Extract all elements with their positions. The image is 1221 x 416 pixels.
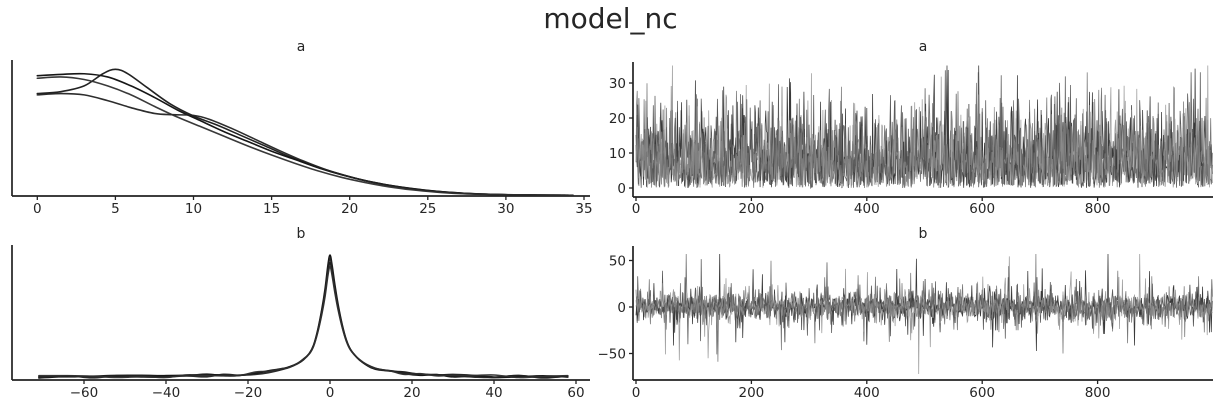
svg-text:30: 30 <box>497 201 514 217</box>
svg-text:600: 600 <box>969 385 995 401</box>
svg-text:800: 800 <box>1085 201 1111 217</box>
kde-a-axes: 0 5 10 15 20 25 30 35 <box>11 60 593 217</box>
svg-text:200: 200 <box>739 385 765 401</box>
svg-text:600: 600 <box>969 201 995 217</box>
svg-text:−40: −40 <box>152 385 181 401</box>
svg-text:35: 35 <box>575 201 592 217</box>
trace-b-axes: 0 200 400 600 800 −50 0 50 <box>598 246 1213 401</box>
subplot-kde-a-title: a <box>296 39 306 55</box>
svg-text:0: 0 <box>33 201 42 217</box>
svg-text:400: 400 <box>854 385 880 401</box>
svg-text:200: 200 <box>739 201 765 217</box>
svg-text:20: 20 <box>609 111 626 127</box>
svg-text:30: 30 <box>609 76 626 92</box>
trace-a-axes: 0 200 400 600 800 0 10 20 30 <box>609 62 1213 217</box>
kde-b-axes: −60 −40 −20 0 20 40 60 <box>11 245 590 401</box>
svg-text:20: 20 <box>341 201 358 217</box>
svg-text:15: 15 <box>263 201 280 217</box>
svg-text:−50: −50 <box>598 346 627 362</box>
svg-text:−60: −60 <box>70 385 99 401</box>
svg-text:0: 0 <box>632 201 641 217</box>
svg-text:0: 0 <box>617 181 626 197</box>
svg-text:0: 0 <box>632 385 641 401</box>
svg-text:0: 0 <box>617 300 626 316</box>
svg-text:25: 25 <box>419 201 436 217</box>
svg-text:−20: −20 <box>234 385 263 401</box>
svg-text:50: 50 <box>609 253 626 269</box>
svg-text:400: 400 <box>854 201 880 217</box>
svg-text:20: 20 <box>403 385 420 401</box>
svg-text:40: 40 <box>485 385 502 401</box>
svg-text:10: 10 <box>609 146 626 162</box>
svg-text:800: 800 <box>1085 385 1111 401</box>
svg-text:0: 0 <box>326 385 335 401</box>
svg-text:10: 10 <box>185 201 202 217</box>
subplot-kde-b-title: b <box>296 226 306 242</box>
subplot-trace-b-title: b <box>918 226 928 242</box>
svg-text:5: 5 <box>111 201 120 217</box>
svg-text:60: 60 <box>567 385 584 401</box>
figure-title: model_nc <box>543 2 678 35</box>
subplot-trace-a-title: a <box>918 39 928 55</box>
